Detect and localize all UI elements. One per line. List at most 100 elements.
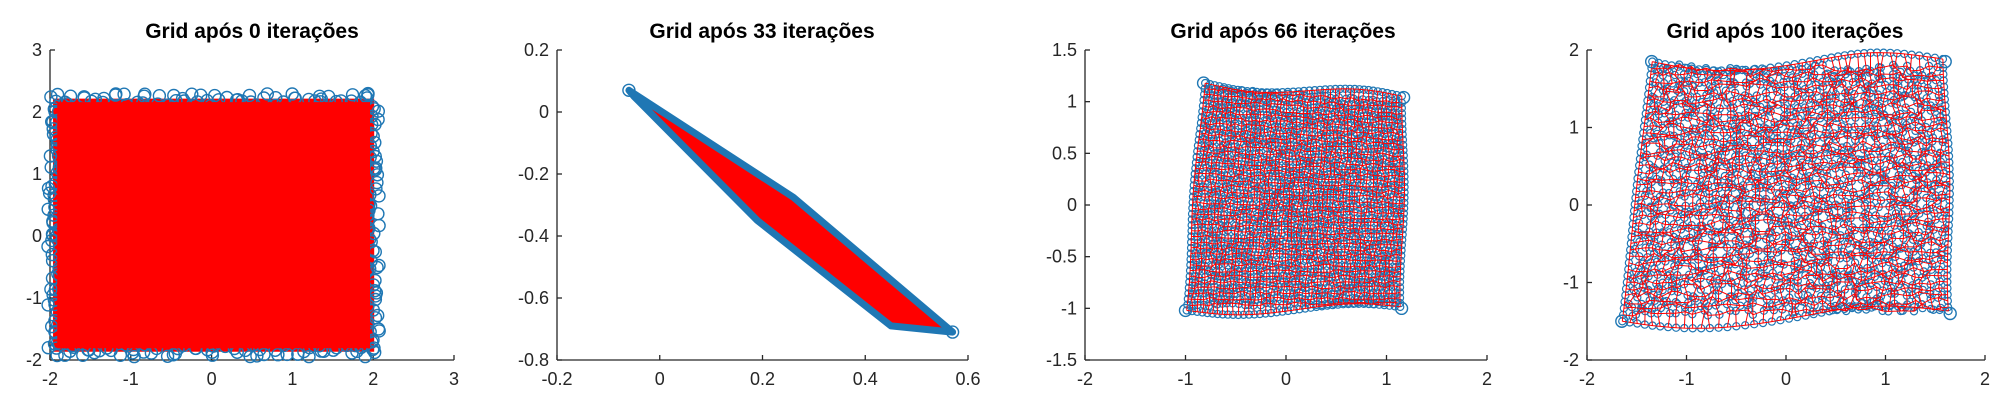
y-tick-label: 0	[1067, 195, 1077, 215]
node-marker	[1320, 170, 1329, 180]
mesh-col-line	[1363, 90, 1370, 305]
mesh-col-line	[1870, 52, 1884, 309]
corner-marker	[1196, 76, 1211, 90]
subplot-grid-0-iterations: Grid após 0 iterações -2 -1 0 1 2 3 -2 -1 0 1 2 3	[26, 20, 459, 389]
mesh-col-line	[1900, 53, 1917, 312]
corner-marker	[1178, 303, 1193, 318]
mesh-col-line	[1392, 95, 1401, 307]
node-marker	[1754, 274, 1764, 283]
node-marker	[1811, 230, 1821, 240]
mesh-col-line	[1666, 66, 1694, 328]
mesh-col-line	[1259, 92, 1273, 315]
node-marker	[1802, 187, 1811, 197]
y-tick-label: -2	[1563, 350, 1579, 370]
x-tick-label: 3	[449, 369, 459, 389]
node-marker	[1794, 247, 1803, 257]
mesh-col-line	[1221, 89, 1239, 315]
x-tick-label: 0.4	[853, 369, 878, 389]
x-tick-label: 0	[1781, 369, 1791, 389]
y-tick-label: 0.5	[1052, 143, 1077, 163]
y-tick-label: 1	[1569, 118, 1579, 138]
node-marker	[1862, 225, 1871, 235]
y-tick-label: 1	[1067, 92, 1077, 112]
node-marker	[1926, 127, 1936, 137]
node-marker	[1702, 90, 1711, 100]
node-marker	[1869, 262, 1878, 271]
node-marker	[1843, 239, 1852, 248]
mesh-col-line	[1377, 92, 1386, 305]
mesh-col-line	[1770, 65, 1790, 322]
node-marker	[1762, 106, 1772, 115]
node-marker	[1907, 231, 1916, 240]
node-marker	[285, 87, 299, 101]
node-marker	[1800, 117, 1810, 127]
node-marker	[1319, 217, 1329, 226]
corner-marker	[1943, 306, 1957, 321]
mesh-col-line	[1707, 68, 1732, 329]
x-tick-label: -1	[123, 369, 139, 389]
node-marker	[1892, 100, 1902, 109]
mesh-col-line	[1909, 54, 1924, 312]
node-marker	[1757, 175, 1766, 185]
y-tick-label: -0.2	[518, 164, 549, 184]
mesh-col-line	[1792, 61, 1812, 318]
node-marker	[1850, 258, 1860, 267]
y-tick-label: 0.2	[524, 40, 549, 60]
node-marker	[1876, 292, 1886, 301]
node-marker	[1668, 158, 1677, 167]
node-marker	[1913, 174, 1923, 183]
node-marker	[1886, 113, 1895, 123]
mesh-col-line	[1635, 64, 1666, 324]
node-marker	[1929, 225, 1938, 234]
mesh-col-line	[1265, 91, 1279, 314]
mesh-col-line	[1893, 53, 1908, 312]
node-marker	[945, 325, 960, 339]
node-marker	[1798, 132, 1807, 141]
node-marker	[1896, 244, 1905, 253]
mesh-col-line	[1683, 68, 1709, 329]
node-marker	[371, 308, 385, 323]
mesh-col-line	[1237, 89, 1254, 315]
node-marker	[1295, 305, 1304, 314]
node-marker	[1733, 170, 1742, 179]
x-tick-label: 2	[1482, 369, 1492, 389]
data-series	[622, 83, 960, 339]
mesh-col-line	[1942, 59, 1951, 312]
node-marker	[1920, 230, 1930, 240]
node-marker	[49, 94, 63, 109]
node-marker	[1725, 252, 1734, 261]
node-marker	[1792, 245, 1802, 255]
mesh-col-line	[1252, 91, 1269, 315]
mesh-col-line	[1326, 88, 1337, 306]
node-marker	[1635, 237, 1644, 246]
node-marker	[1787, 97, 1796, 106]
mesh-col-line	[1917, 55, 1932, 309]
mesh-col-line	[1315, 89, 1327, 307]
mesh-col-line	[1337, 88, 1347, 305]
x-tick-label: 0	[207, 369, 217, 389]
mesh-col-line	[1801, 60, 1818, 316]
node-marker	[1373, 209, 1383, 219]
node-marker	[1655, 192, 1665, 201]
node-marker	[1860, 92, 1869, 102]
node-marker	[1266, 165, 1275, 175]
mesh-col-line	[1298, 90, 1311, 310]
mesh-lines	[1621, 52, 1951, 329]
mesh-col-line	[1778, 64, 1798, 321]
y-tick-label: 2	[32, 102, 42, 122]
node-marker	[1776, 316, 1785, 325]
x-tick-label: 0	[1281, 369, 1291, 389]
node-marker	[370, 168, 385, 182]
y-tick-label: -1	[1061, 298, 1077, 318]
mesh-col-line	[1715, 68, 1740, 328]
node-marker	[1207, 112, 1217, 121]
node-marker	[1867, 278, 1876, 288]
node-marker	[76, 348, 90, 362]
node-marker	[1864, 99, 1873, 108]
node-marker	[1199, 134, 1208, 143]
mesh-col-line	[1196, 85, 1216, 312]
node-marker	[1831, 135, 1841, 144]
node-marker	[1216, 112, 1226, 122]
node-marker	[1894, 139, 1904, 148]
mesh-col-line	[1347, 88, 1356, 304]
